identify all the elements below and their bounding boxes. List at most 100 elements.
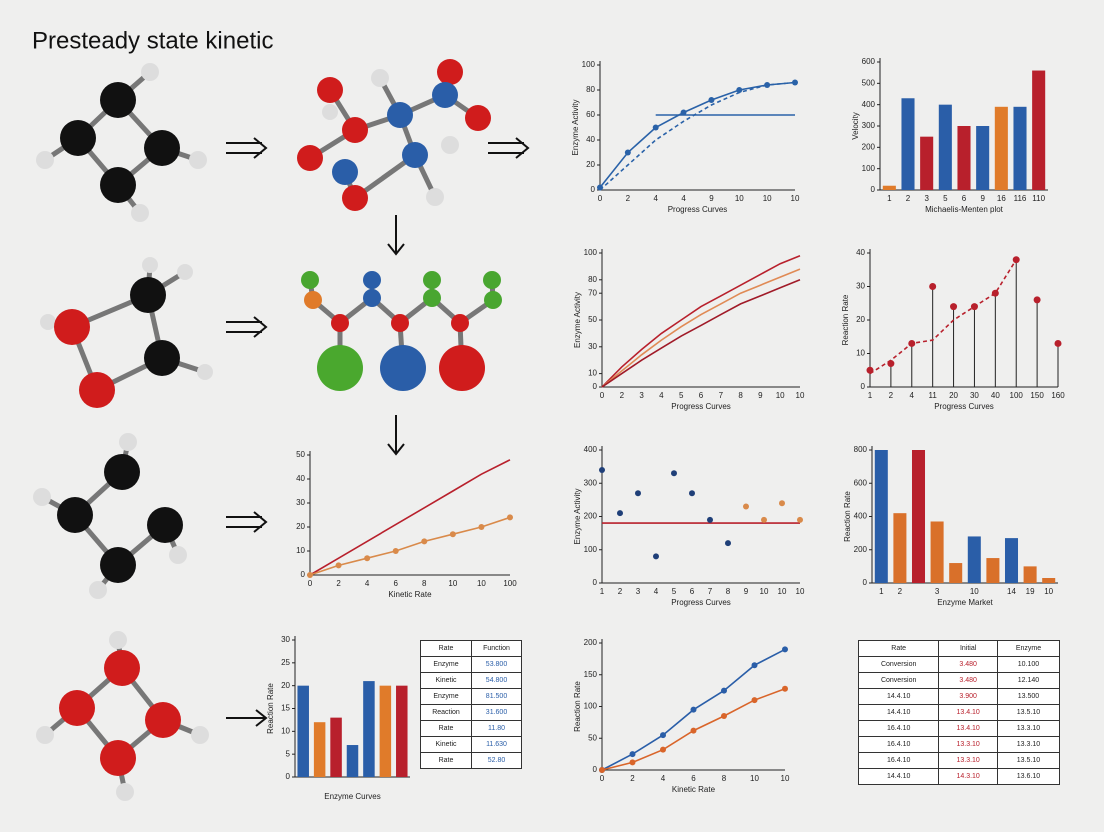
table-cell: 13.3.10 xyxy=(938,736,998,753)
x-tick-label: 5 xyxy=(943,194,948,203)
series-line xyxy=(869,259,1017,375)
x-axis-label: Michaelis-Menten plot xyxy=(925,205,1004,214)
table-row: Rate 52.80 xyxy=(419,752,522,769)
y-tick-label: 200 xyxy=(854,545,868,554)
x-tick-label: 3 xyxy=(639,391,644,400)
x-tick-label: 4 xyxy=(681,194,686,203)
x-tick-label: 7 xyxy=(719,391,724,400)
table-cell: 13.3.10 xyxy=(996,720,1061,737)
table-cell: Conversion xyxy=(857,656,940,673)
x-tick-label: 3 xyxy=(935,587,940,596)
table-row: 14.4.10 14.3.10 13.6.10 xyxy=(857,768,1061,785)
x-tick-label: 1 xyxy=(879,587,884,596)
table-cell: 13.3.10 xyxy=(996,736,1061,753)
x-tick-label: 100 xyxy=(503,579,517,588)
x-tick-label: 2 xyxy=(626,194,631,203)
table-row: Kinetic 54.800 xyxy=(419,672,522,689)
y-tick-label: 5 xyxy=(286,749,291,758)
point xyxy=(635,490,641,497)
chart: 0 50 100 150 200 0 2 4 6 8 10 10 Kinetic Rate Reactio… xyxy=(573,638,790,794)
x-tick-label: 10 xyxy=(791,194,800,203)
x-axis-label: Enzyme Market xyxy=(937,598,993,607)
series-line xyxy=(309,459,511,576)
x-tick-label: 0 xyxy=(308,579,313,588)
y-tick-label: 20 xyxy=(856,315,865,324)
point xyxy=(751,697,758,704)
x-tick-label: 11 xyxy=(929,391,938,400)
y-tick-label: 0 xyxy=(593,382,598,391)
chart: 0 10 20 30 40 1 2 4 11 20 30 40 100 150 160 Progress Cu… xyxy=(841,248,1065,411)
x-tick-label: 9 xyxy=(758,391,763,400)
x-tick-label: 10 xyxy=(477,579,486,588)
point xyxy=(599,767,605,773)
y-tick-label: 40 xyxy=(296,474,305,483)
table-cell: Rate xyxy=(419,640,473,657)
x-tick-label: 5 xyxy=(679,391,684,400)
table-cell: Rate xyxy=(419,720,473,737)
x-tick-label: 2 xyxy=(898,587,903,596)
bar xyxy=(313,722,326,777)
series-line xyxy=(601,268,801,388)
y-tick-label: 30 xyxy=(588,342,597,351)
series-line xyxy=(601,279,801,388)
point xyxy=(764,82,771,88)
x-tick-label: 6 xyxy=(690,587,695,596)
y-tick-label: 400 xyxy=(862,100,876,109)
bar xyxy=(882,185,896,190)
x-tick-label: 2 xyxy=(630,774,635,783)
point xyxy=(617,510,623,517)
y-tick-label: 10 xyxy=(296,546,305,555)
x-tick-label: 10 xyxy=(776,391,785,400)
table-cell: Enzyme xyxy=(996,640,1061,657)
x-tick-label: 0 xyxy=(598,194,603,203)
table-cell: Kinetic xyxy=(419,672,473,689)
table-cell: 13.4.10 xyxy=(938,720,998,737)
y-tick-label: 50 xyxy=(296,450,305,459)
y-tick-label: 20 xyxy=(296,522,305,531)
x-tick-label: 10 xyxy=(778,587,787,596)
x-tick-label: 10 xyxy=(750,774,759,783)
y-tick-label: 10 xyxy=(281,726,290,735)
bar xyxy=(330,717,342,777)
x-tick-label: 4 xyxy=(365,579,370,588)
point xyxy=(364,555,371,562)
point xyxy=(660,746,666,753)
point xyxy=(624,149,631,156)
y-axis-label: Reaction Rate xyxy=(841,294,850,345)
y-tick-label: 20 xyxy=(586,160,595,169)
y-tick-label: 0 xyxy=(861,382,866,391)
table-row: 16.4.10 13.3.10 13.5.10 xyxy=(857,752,1061,769)
y-tick-label: 300 xyxy=(584,478,598,487)
bar xyxy=(994,106,1008,190)
point xyxy=(599,466,605,473)
point xyxy=(478,524,485,530)
x-tick-label: 2 xyxy=(889,391,894,400)
table-cell: Rate xyxy=(857,640,940,657)
table-cell: 3.480 xyxy=(938,672,998,689)
stem-head xyxy=(1033,296,1041,304)
table-cell: 13.5.10 xyxy=(996,752,1061,769)
point xyxy=(421,538,428,545)
y-tick-label: 100 xyxy=(862,164,876,173)
y-tick-label: 200 xyxy=(584,512,598,521)
y-tick-label: 100 xyxy=(582,60,596,69)
bar xyxy=(901,98,915,190)
table-cell: 13.6.10 xyxy=(996,768,1061,785)
table-row: Conversion 3.480 12.140 xyxy=(857,672,1061,689)
table-cell: 11.630 xyxy=(471,736,522,753)
x-tick-label: 20 xyxy=(949,391,958,400)
series-line xyxy=(599,81,796,188)
x-tick-label: 4 xyxy=(910,391,915,400)
y-tick-label: 100 xyxy=(584,702,598,711)
x-tick-label: 10 xyxy=(970,587,979,596)
point xyxy=(782,685,788,692)
bar xyxy=(297,685,309,777)
y-tick-label: 10 xyxy=(856,349,865,358)
series-line xyxy=(601,254,801,388)
table-cell: 12.140 xyxy=(996,672,1061,689)
y-axis-label: Enzyme Activity xyxy=(573,292,582,348)
x-tick-label: 10 xyxy=(1044,587,1053,596)
x-axis-label: Kinetic Rate xyxy=(672,785,716,794)
y-tick-label: 200 xyxy=(862,142,876,151)
